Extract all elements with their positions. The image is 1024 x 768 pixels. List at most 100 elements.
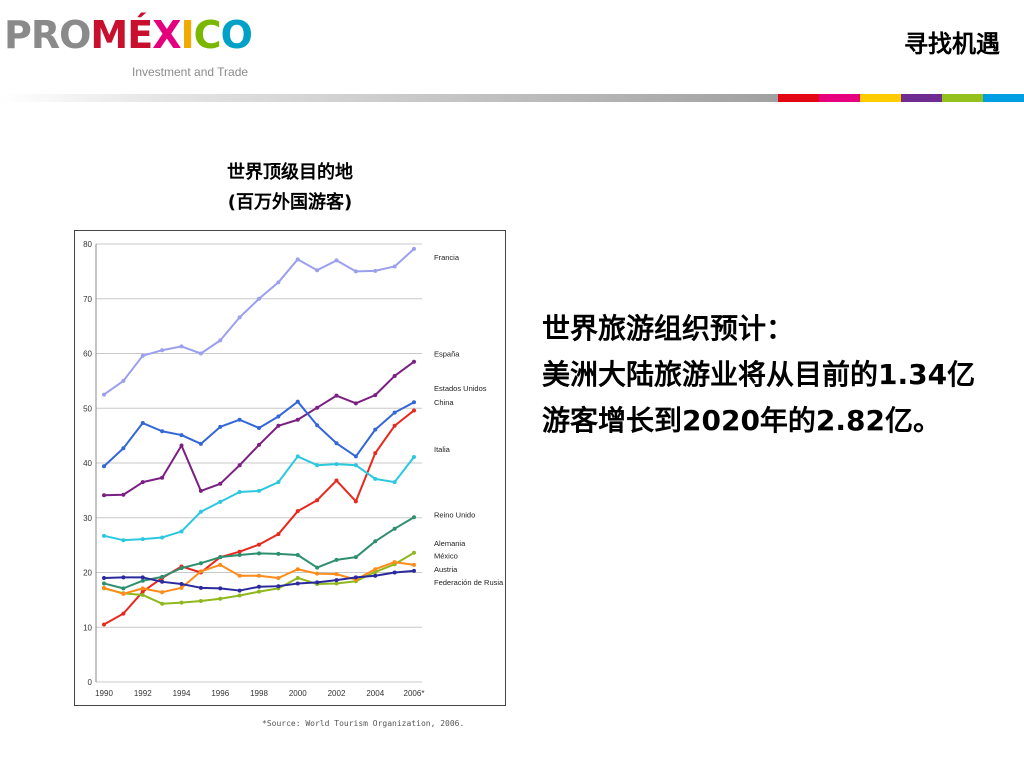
x-tick-label: 1992 <box>134 689 152 698</box>
data-point <box>102 585 106 590</box>
data-point <box>140 575 145 580</box>
data-point <box>140 480 145 485</box>
data-point <box>392 373 397 378</box>
data-point <box>102 581 106 586</box>
data-point <box>237 417 242 422</box>
data-point <box>295 454 300 459</box>
forecast-body: 美洲大陆旅游业将从目前的1.34亿游客增长到2020年的2.82亿。 <box>542 358 976 437</box>
data-point <box>160 574 165 579</box>
page-title: 寻找机遇 <box>904 30 1000 58</box>
data-point <box>392 264 397 269</box>
data-point <box>276 551 281 556</box>
data-point <box>179 443 184 448</box>
data-point <box>257 296 261 301</box>
color-segment-pink <box>819 94 860 102</box>
data-point <box>353 575 358 580</box>
data-point <box>412 454 416 459</box>
data-point <box>412 515 416 520</box>
y-tick-label: 60 <box>83 350 92 359</box>
color-segment-blue <box>983 94 1024 102</box>
data-point <box>102 533 106 538</box>
data-point <box>198 569 203 574</box>
data-point <box>237 573 242 578</box>
data-point <box>160 601 165 606</box>
data-point <box>276 414 281 419</box>
series-label: Francia <box>434 253 460 262</box>
data-point <box>295 575 300 580</box>
data-point <box>353 454 358 459</box>
data-point <box>160 579 165 584</box>
data-point <box>121 575 126 580</box>
data-point <box>315 571 320 576</box>
data-point <box>392 570 397 575</box>
data-point <box>140 589 145 594</box>
data-point <box>295 257 300 262</box>
data-point <box>237 315 242 320</box>
data-point <box>257 542 261 547</box>
data-point <box>315 580 320 585</box>
data-point <box>334 578 339 583</box>
data-point <box>315 423 320 428</box>
y-tick-label: 20 <box>83 569 92 578</box>
data-point <box>334 581 339 586</box>
data-point <box>373 569 378 574</box>
data-point <box>160 475 165 480</box>
y-tick-label: 50 <box>83 404 92 413</box>
data-point <box>102 493 106 498</box>
data-point <box>295 399 300 404</box>
data-point <box>218 555 223 560</box>
x-tick-label: 1990 <box>95 689 113 698</box>
data-point <box>412 408 416 413</box>
data-point <box>373 393 378 398</box>
series-label: Italia <box>434 445 451 454</box>
data-point <box>121 446 126 451</box>
data-point <box>102 392 106 397</box>
x-tick-label: 1998 <box>250 689 268 698</box>
data-point <box>334 572 339 577</box>
chart-title-line1: 世界顶级目的地 <box>227 162 353 183</box>
data-point <box>295 417 300 422</box>
data-point <box>392 480 397 485</box>
data-point <box>160 429 165 434</box>
data-point <box>160 590 165 595</box>
data-point <box>218 338 223 343</box>
color-segment-red <box>778 94 819 102</box>
header-gradient-strip <box>0 94 778 102</box>
x-tick-label: 2002 <box>328 689 346 698</box>
header-color-bar <box>0 94 1024 102</box>
data-point <box>121 538 126 543</box>
data-point <box>179 581 184 586</box>
data-point <box>237 490 242 495</box>
data-point <box>276 480 281 485</box>
promexico-logo: PROMÉXICO Investment and Trade <box>4 10 274 86</box>
data-point <box>257 442 261 447</box>
data-point <box>102 575 106 580</box>
data-point <box>198 351 203 356</box>
data-point <box>334 478 339 483</box>
data-point <box>102 464 106 469</box>
chart-title-line2: (百万外国游客) <box>227 192 353 213</box>
y-tick-label: 0 <box>88 678 93 687</box>
data-point <box>334 462 339 467</box>
data-point <box>315 498 320 503</box>
data-point <box>353 401 358 406</box>
data-point <box>237 588 242 593</box>
data-point <box>237 549 242 554</box>
data-point <box>373 539 378 544</box>
data-point <box>315 268 320 273</box>
chart-canvas: 0 10 20 30 40 50 60 70 80 1990 1992 1994 1996 1998 200… <box>74 230 506 706</box>
data-point <box>198 561 203 566</box>
chart-title: 世界顶级目的地 (百万外国游客) <box>190 158 390 218</box>
data-point <box>315 405 320 410</box>
x-tick-label: 1994 <box>173 689 191 698</box>
data-point <box>334 258 339 263</box>
data-point <box>276 575 281 580</box>
x-tick-label: 2006* <box>404 689 425 698</box>
x-tick-label: 2004 <box>366 689 384 698</box>
data-point <box>392 560 397 565</box>
data-point <box>334 393 339 398</box>
data-point <box>373 567 378 572</box>
data-point <box>160 348 165 353</box>
data-point <box>412 550 416 555</box>
data-point <box>237 593 242 598</box>
